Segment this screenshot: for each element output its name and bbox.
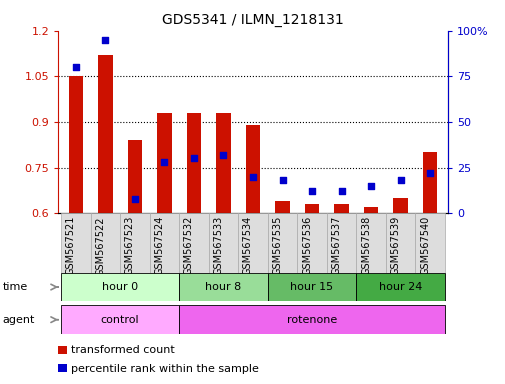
Point xyxy=(219,152,227,158)
Point xyxy=(425,170,433,176)
Text: GSM567532: GSM567532 xyxy=(184,216,193,275)
Point xyxy=(101,37,109,43)
Text: GSM567524: GSM567524 xyxy=(154,216,164,275)
Text: rotenone: rotenone xyxy=(286,314,336,325)
Bar xyxy=(356,273,444,301)
Point xyxy=(396,177,404,184)
Bar xyxy=(179,273,267,301)
Bar xyxy=(61,213,90,273)
Text: percentile rank within the sample: percentile rank within the sample xyxy=(71,364,258,374)
Point xyxy=(337,188,345,194)
Bar xyxy=(127,140,142,213)
Bar xyxy=(297,213,326,273)
Bar xyxy=(68,76,83,213)
Text: hour 8: hour 8 xyxy=(205,282,241,292)
Text: control: control xyxy=(100,314,139,325)
Bar xyxy=(267,273,356,301)
Text: GSM567538: GSM567538 xyxy=(361,216,370,275)
Title: GDS5341 / ILMN_1218131: GDS5341 / ILMN_1218131 xyxy=(162,13,343,27)
Bar xyxy=(61,305,179,334)
Text: hour 0: hour 0 xyxy=(102,282,138,292)
Text: GSM567539: GSM567539 xyxy=(390,216,400,275)
Bar xyxy=(422,152,437,213)
Text: GSM567535: GSM567535 xyxy=(272,216,282,275)
Point xyxy=(72,64,80,70)
Text: GSM567522: GSM567522 xyxy=(95,216,105,276)
Bar xyxy=(238,213,267,273)
Bar xyxy=(58,346,67,354)
Text: GSM567536: GSM567536 xyxy=(301,216,312,275)
Bar xyxy=(208,213,238,273)
Bar xyxy=(186,113,201,213)
Text: GSM567534: GSM567534 xyxy=(242,216,252,275)
Bar xyxy=(90,213,120,273)
Bar xyxy=(98,55,113,213)
Text: GSM567537: GSM567537 xyxy=(331,216,341,275)
Point xyxy=(366,183,374,189)
Bar xyxy=(275,201,289,213)
Point xyxy=(278,177,286,184)
Text: hour 24: hour 24 xyxy=(378,282,422,292)
Text: GSM567533: GSM567533 xyxy=(213,216,223,275)
Bar xyxy=(245,125,260,213)
Text: transformed count: transformed count xyxy=(71,345,174,355)
Bar xyxy=(61,273,179,301)
Bar xyxy=(392,198,407,213)
Bar xyxy=(179,305,444,334)
Text: GSM567540: GSM567540 xyxy=(419,216,429,275)
Text: GSM567521: GSM567521 xyxy=(66,216,76,275)
Text: agent: agent xyxy=(3,314,35,325)
Text: GSM567523: GSM567523 xyxy=(125,216,135,275)
Bar xyxy=(385,213,415,273)
Bar xyxy=(333,204,348,213)
Bar xyxy=(304,204,319,213)
Bar xyxy=(356,213,385,273)
Bar xyxy=(415,213,444,273)
Point xyxy=(189,156,197,162)
Point xyxy=(131,195,139,202)
Point xyxy=(160,159,168,165)
Bar xyxy=(326,213,356,273)
Bar xyxy=(267,213,296,273)
Bar xyxy=(58,364,67,372)
Point xyxy=(248,174,257,180)
Bar xyxy=(149,213,179,273)
Text: hour 15: hour 15 xyxy=(290,282,333,292)
Bar xyxy=(363,207,378,213)
Point xyxy=(308,188,316,194)
Bar xyxy=(179,213,208,273)
Bar xyxy=(157,113,172,213)
Text: time: time xyxy=(3,282,28,292)
Bar xyxy=(216,113,230,213)
Bar xyxy=(120,213,149,273)
